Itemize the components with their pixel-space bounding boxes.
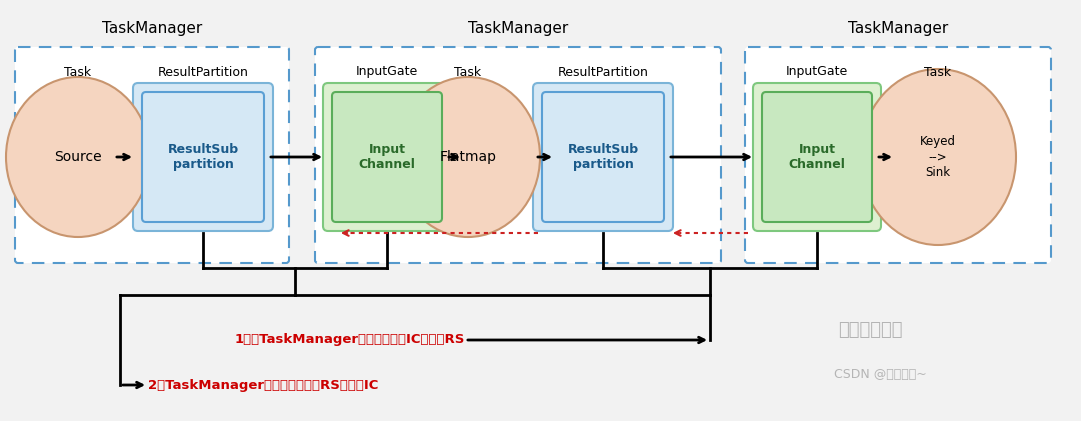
Text: Task: Task (924, 66, 951, 78)
FancyBboxPatch shape (745, 47, 1051, 263)
Text: 大数据启示录: 大数据启示录 (838, 321, 903, 339)
FancyBboxPatch shape (323, 83, 451, 231)
Text: 2、TaskManager内，反压如何从RS传播到IC: 2、TaskManager内，反压如何从RS传播到IC (148, 378, 378, 392)
Text: InputGate: InputGate (356, 66, 418, 78)
Text: TaskManager: TaskManager (468, 21, 569, 35)
Text: InputGate: InputGate (786, 66, 849, 78)
FancyBboxPatch shape (542, 92, 664, 222)
FancyBboxPatch shape (15, 47, 289, 263)
Text: 1、跨TaskManager，反压如何从IC传播到RS: 1、跨TaskManager，反压如何从IC传播到RS (235, 333, 466, 346)
FancyBboxPatch shape (133, 83, 273, 231)
FancyBboxPatch shape (142, 92, 264, 222)
Text: Input
Channel: Input Channel (359, 143, 415, 171)
Text: Source: Source (54, 150, 102, 164)
FancyBboxPatch shape (762, 92, 872, 222)
FancyBboxPatch shape (753, 83, 881, 231)
FancyBboxPatch shape (533, 83, 673, 231)
Ellipse shape (6, 77, 150, 237)
Text: Task: Task (65, 66, 92, 78)
FancyBboxPatch shape (315, 47, 721, 263)
Text: CSDN @顺其自然~: CSDN @顺其自然~ (833, 368, 926, 381)
Text: ResultSub
partition: ResultSub partition (168, 143, 239, 171)
Text: Flatmap: Flatmap (440, 150, 496, 164)
Text: ResultPartition: ResultPartition (158, 66, 249, 78)
FancyBboxPatch shape (332, 92, 442, 222)
Text: Keyed
-->
Sink: Keyed --> Sink (920, 136, 956, 179)
Text: Input
Channel: Input Channel (788, 143, 845, 171)
Text: TaskManager: TaskManager (102, 21, 202, 35)
Ellipse shape (396, 77, 540, 237)
Text: TaskManager: TaskManager (848, 21, 948, 35)
Text: ResultSub
partition: ResultSub partition (568, 143, 639, 171)
Ellipse shape (860, 69, 1016, 245)
Text: Task: Task (454, 66, 481, 78)
Text: ResultPartition: ResultPartition (558, 66, 649, 78)
